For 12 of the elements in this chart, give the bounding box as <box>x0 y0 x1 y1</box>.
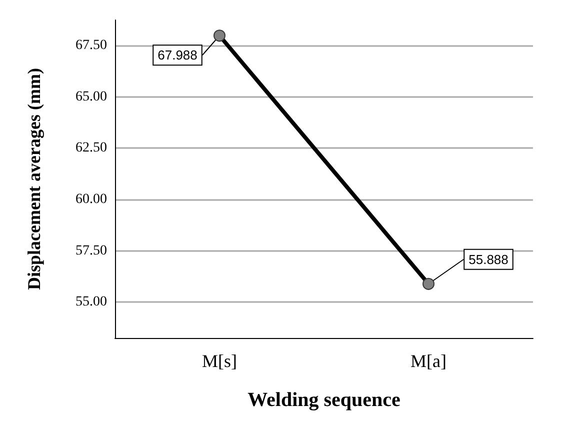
y-tick-label: 62.50 <box>76 140 107 156</box>
x-axis-title: Welding sequence <box>248 389 401 411</box>
x-tick-label: M[a] <box>410 351 446 371</box>
y-axis-title: Displacement averages (mm) <box>24 68 44 290</box>
y-tick-label: 57.50 <box>76 243 107 258</box>
data-label: 55.888 <box>468 252 508 267</box>
data-label: 67.988 <box>158 48 198 63</box>
y-tick-label: 55.00 <box>76 294 107 310</box>
y-tick-label: 65.00 <box>76 89 107 104</box>
y-tick-label: 67.50 <box>76 38 107 54</box>
y-tick-label: 60.00 <box>76 192 107 208</box>
x-tick-label: M[s] <box>202 351 237 371</box>
